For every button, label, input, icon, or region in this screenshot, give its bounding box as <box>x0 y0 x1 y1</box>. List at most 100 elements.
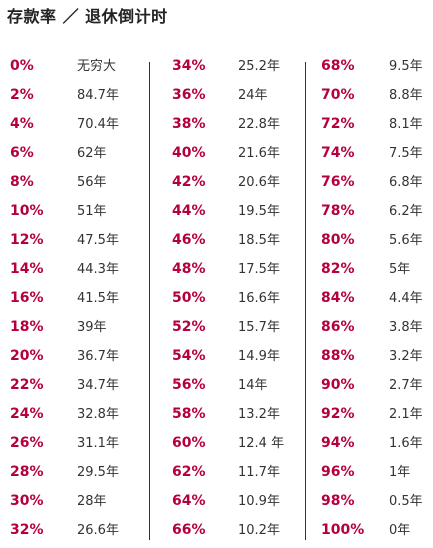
years-to-retirement: 1.6年 <box>389 436 423 451</box>
years-to-retirement: 44.3年 <box>77 262 119 277</box>
years-to-retirement: 12.4 年 <box>238 436 285 451</box>
table-column-1: 0% 无穷大 2% 84.7年 4% 70.4年 6% 62年 8% 56年 10% 51年 12% 47… <box>10 52 150 545</box>
table-row: 66% 10.2年 <box>172 516 312 545</box>
table-row: 16% 41.5年 <box>10 284 150 313</box>
savings-rate: 94% <box>321 435 355 451</box>
table-row: 100% 0年 <box>321 516 433 545</box>
years-to-retirement: 2.1年 <box>389 407 423 422</box>
years-to-retirement: 70.4年 <box>77 117 119 132</box>
years-to-retirement: 20.6年 <box>238 175 280 190</box>
years-to-retirement: 17.5年 <box>238 262 280 277</box>
table-row: 32% 26.6年 <box>10 516 150 545</box>
savings-rate: 100% <box>321 522 365 538</box>
years-to-retirement: 11.7年 <box>238 465 280 480</box>
years-to-retirement: 3.8年 <box>389 320 423 335</box>
table-row: 18% 39年 <box>10 313 150 342</box>
table-row: 22% 34.7年 <box>10 371 150 400</box>
savings-rate: 92% <box>321 406 355 422</box>
table-column-3: 68% 9.5年 70% 8.8年 72% 8.1年 74% 7.5年 76% 6.8年 78% 6.… <box>321 52 433 545</box>
table-row: 14% 44.3年 <box>10 255 150 284</box>
table-row: 70% 8.8年 <box>321 81 433 110</box>
years-to-retirement: 28年 <box>77 494 107 509</box>
table-row: 28% 29.5年 <box>10 458 150 487</box>
table-row: 10% 51年 <box>10 197 150 226</box>
years-to-retirement: 9.5年 <box>389 59 423 74</box>
years-to-retirement: 36.7年 <box>77 349 119 364</box>
savings-rate: 46% <box>172 232 206 248</box>
years-to-retirement: 3.2年 <box>389 349 423 364</box>
savings-rate: 98% <box>321 493 355 509</box>
savings-rate: 64% <box>172 493 206 509</box>
savings-rate: 40% <box>172 145 206 161</box>
table-row: 92% 2.1年 <box>321 400 433 429</box>
table-row: 62% 11.7年 <box>172 458 312 487</box>
years-to-retirement: 56年 <box>77 175 107 190</box>
table-row: 48% 17.5年 <box>172 255 312 284</box>
table-row: 34% 25.2年 <box>172 52 312 81</box>
table-row: 30% 28年 <box>10 487 150 516</box>
years-to-retirement: 10.2年 <box>238 523 280 538</box>
years-to-retirement: 84.7年 <box>77 88 119 103</box>
savings-rate: 88% <box>321 348 355 364</box>
page-title: 存款率 ／ 退休倒计时 <box>7 7 168 26</box>
years-to-retirement: 8.8年 <box>389 88 423 103</box>
savings-rate: 38% <box>172 116 206 132</box>
years-to-retirement: 4.4年 <box>389 291 423 306</box>
years-to-retirement: 62年 <box>77 146 107 161</box>
table-row: 12% 47.5年 <box>10 226 150 255</box>
years-to-retirement: 22.8年 <box>238 117 280 132</box>
table-row: 36% 24年 <box>172 81 312 110</box>
years-to-retirement: 10.9年 <box>238 494 280 509</box>
table-column-2: 34% 25.2年 36% 24年 38% 22.8年 40% 21.6年 42% 20.6年 44… <box>172 52 312 545</box>
table-row: 54% 14.9年 <box>172 342 312 371</box>
table-row: 98% 0.5年 <box>321 487 433 516</box>
savings-rate: 42% <box>172 174 206 190</box>
years-to-retirement: 7.5年 <box>389 146 423 161</box>
years-to-retirement: 无穷大 <box>77 59 117 74</box>
savings-rate: 50% <box>172 290 206 306</box>
years-to-retirement: 21.6年 <box>238 146 280 161</box>
savings-rate: 26% <box>10 435 44 451</box>
years-to-retirement: 16.6年 <box>238 291 280 306</box>
years-to-retirement: 34.7年 <box>77 378 119 393</box>
years-to-retirement: 6.2年 <box>389 204 423 219</box>
savings-rate: 90% <box>321 377 355 393</box>
savings-rate: 14% <box>10 261 44 277</box>
table-row: 4% 70.4年 <box>10 110 150 139</box>
years-to-retirement: 31.1年 <box>77 436 119 451</box>
table-row: 84% 4.4年 <box>321 284 433 313</box>
savings-rate: 66% <box>172 522 206 538</box>
years-to-retirement: 15.7年 <box>238 320 280 335</box>
years-to-retirement: 51年 <box>77 204 107 219</box>
table-row: 64% 10.9年 <box>172 487 312 516</box>
savings-rate: 78% <box>321 203 355 219</box>
savings-rate: 22% <box>10 377 44 393</box>
savings-rate: 4% <box>10 116 34 132</box>
savings-rate: 30% <box>10 493 44 509</box>
years-to-retirement: 5.6年 <box>389 233 423 248</box>
table-row: 60% 12.4 年 <box>172 429 312 458</box>
table-row: 56% 14年 <box>172 371 312 400</box>
years-to-retirement: 5年 <box>389 262 411 277</box>
table-row: 86% 3.8年 <box>321 313 433 342</box>
years-to-retirement: 19.5年 <box>238 204 280 219</box>
savings-rate: 74% <box>321 145 355 161</box>
savings-rate: 6% <box>10 145 34 161</box>
table-row: 8% 56年 <box>10 168 150 197</box>
table-row: 94% 1.6年 <box>321 429 433 458</box>
table-row: 26% 31.1年 <box>10 429 150 458</box>
savings-rate: 28% <box>10 464 44 480</box>
table-row: 52% 15.7年 <box>172 313 312 342</box>
table-row: 76% 6.8年 <box>321 168 433 197</box>
years-to-retirement: 41.5年 <box>77 291 119 306</box>
table-row: 88% 3.2年 <box>321 342 433 371</box>
years-to-retirement: 8.1年 <box>389 117 423 132</box>
table-row: 82% 5年 <box>321 255 433 284</box>
table-row: 44% 19.5年 <box>172 197 312 226</box>
table-row: 40% 21.6年 <box>172 139 312 168</box>
savings-rate: 52% <box>172 319 206 335</box>
table-row: 96% 1年 <box>321 458 433 487</box>
savings-rate: 48% <box>172 261 206 277</box>
table-row: 42% 20.6年 <box>172 168 312 197</box>
